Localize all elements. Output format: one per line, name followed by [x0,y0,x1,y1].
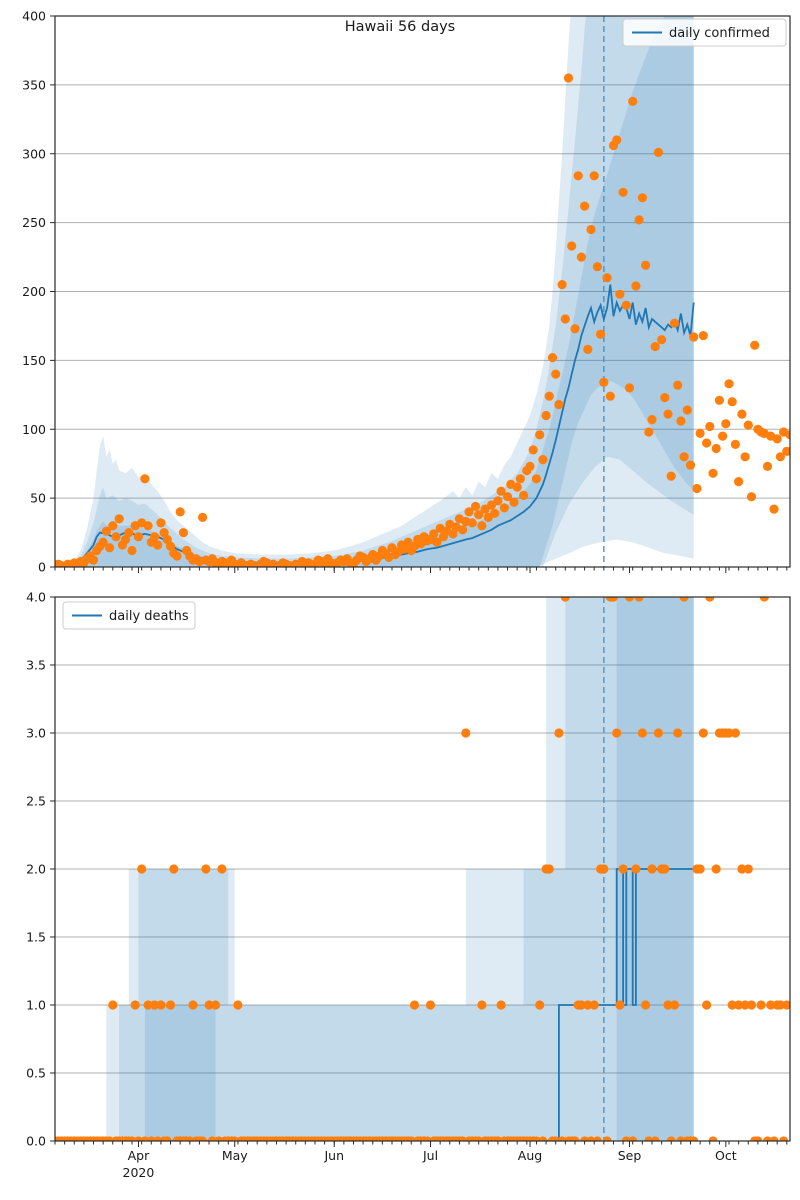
y-tick-label: 150 [22,353,46,368]
month-label: Jul [422,1148,438,1163]
y-ticks: 0 50 100 150 200 250 300 350 400 [22,9,55,575]
legend-label: daily confirmed [669,26,770,41]
y-tick-label: 350 [22,77,46,92]
month-label: Apr [128,1148,150,1163]
y-tick-label: 0.5 [26,1066,46,1081]
confirmed-axes: 0 50 100 150 200 250 300 350 400 [22,9,791,575]
y-tick-label: 300 [22,146,46,161]
y-tick-label: 1.0 [26,998,46,1013]
y-tick-label: 0.0 [26,1134,46,1149]
y-tick-label: 3.5 [26,658,46,673]
y-ticks: 0.0 0.5 1.0 1.5 2.0 2.5 3.0 3.5 4.0 [26,590,55,1149]
y-tick-label: 200 [22,284,46,299]
y-tick-label: 0 [38,560,46,575]
legend-label: daily deaths [109,609,189,624]
x-ticks [54,1141,788,1147]
month-label: Aug [518,1148,542,1163]
x-ticks [54,567,788,573]
month-label: Oct [715,1148,737,1163]
fit-line [73,284,695,565]
year-label: 2020 [123,1165,155,1180]
y-tick-label: 2.0 [26,862,46,877]
fit-line [74,868,694,1141]
uncertainty-bands [99,597,694,1141]
y-tick-label: 100 [22,422,46,437]
x-tick-labels: Apr 2020 May Jun Jul Aug Sep Oct [123,1148,737,1180]
confirmed-scatter [55,73,790,567]
y-tick-label: 50 [30,491,46,506]
chart-title: Hawaii 56 days [345,19,456,35]
month-label: Sep [618,1148,642,1163]
deaths-scatter [55,597,790,1141]
y-tick-label: 1.5 [26,930,46,945]
legend-daily-deaths: daily deaths [62,601,196,630]
y-tick-label: 2.5 [26,794,46,809]
y-tick-label: 4.0 [26,590,46,605]
y-tick-label: 250 [22,215,46,230]
month-label: May [222,1148,248,1163]
y-tick-label: 3.0 [26,726,46,741]
uncertainty-bands [74,16,694,567]
legend-daily-confirmed: daily confirmed [622,18,787,47]
month-label: Jun [323,1148,344,1163]
y-tick-label: 400 [22,9,46,24]
deaths-axes: 0.0 0.5 1.0 1.5 2.0 2.5 3.0 3.5 4.0 [26,590,791,1149]
